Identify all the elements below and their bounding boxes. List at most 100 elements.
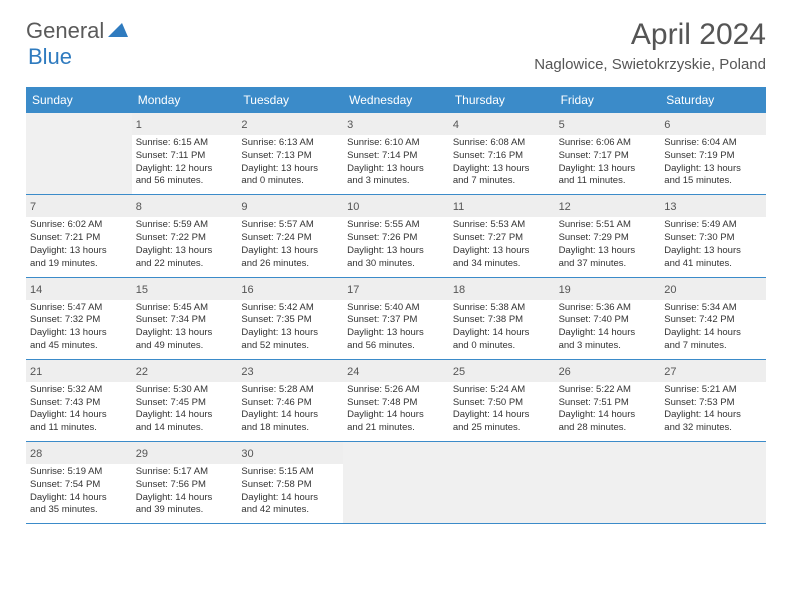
day-number: 12 [559,201,571,213]
day-number: 18 [453,284,465,296]
location-text: Naglowice, Swietokrzyskie, Poland [534,56,766,73]
cell-info-d2: and 7 minutes. [664,340,762,353]
calendar-cell: 19Sunrise: 5:36 AMSunset: 7:40 PMDayligh… [555,278,661,359]
logo-line2: Blue [28,44,72,70]
cell-info-sr: Sunrise: 5:15 AM [241,466,339,479]
cell-info-d1: Daylight: 13 hours [559,245,657,258]
calendar-cell: 4Sunrise: 6:08 AMSunset: 7:16 PMDaylight… [449,113,555,194]
calendar-cell: 10Sunrise: 5:55 AMSunset: 7:26 PMDayligh… [343,195,449,276]
day-header-sun: Sunday [26,87,132,113]
day-number: 23 [241,366,253,378]
daynum-row: 3 [343,113,449,135]
calendar-cell: 24Sunrise: 5:26 AMSunset: 7:48 PMDayligh… [343,360,449,441]
day-number: 5 [559,119,565,131]
day-number: 30 [241,448,253,460]
calendar-cell: 6Sunrise: 6:04 AMSunset: 7:19 PMDaylight… [660,113,766,194]
day-number: 28 [30,448,42,460]
day-number: 9 [241,201,247,213]
cell-info-sr: Sunrise: 6:13 AM [241,137,339,150]
daynum-row: 7 [26,195,132,217]
cell-info-sr: Sunrise: 6:06 AM [559,137,657,150]
cell-info-sr: Sunrise: 5:40 AM [347,302,445,315]
day-number: 21 [30,366,42,378]
day-number: 26 [559,366,571,378]
day-header-tue: Tuesday [237,87,343,113]
cell-info-sr: Sunrise: 5:17 AM [136,466,234,479]
cell-info-ss: Sunset: 7:27 PM [453,232,551,245]
header: General April 2024 Naglowice, Swietokrzy… [0,0,792,77]
cell-info-d1: Daylight: 13 hours [453,245,551,258]
cell-info-ss: Sunset: 7:56 PM [136,479,234,492]
cell-info-d1: Daylight: 13 hours [559,163,657,176]
daynum-row: 12 [555,195,661,217]
cell-info-sr: Sunrise: 5:55 AM [347,219,445,232]
cell-info-sr: Sunrise: 5:57 AM [241,219,339,232]
day-header-wed: Wednesday [343,87,449,113]
cell-info-ss: Sunset: 7:17 PM [559,150,657,163]
daynum-row: 11 [449,195,555,217]
cell-info-d1: Daylight: 13 hours [664,163,762,176]
cell-info-ss: Sunset: 7:54 PM [30,479,128,492]
calendar-cell: 26Sunrise: 5:22 AMSunset: 7:51 PMDayligh… [555,360,661,441]
daynum-row: 9 [237,195,343,217]
calendar-cell: 14Sunrise: 5:47 AMSunset: 7:32 PMDayligh… [26,278,132,359]
cell-info-ss: Sunset: 7:24 PM [241,232,339,245]
daynum-row: 18 [449,278,555,300]
cell-info-ss: Sunset: 7:51 PM [559,397,657,410]
daynum-row: 13 [660,195,766,217]
cell-info-d2: and 19 minutes. [30,258,128,271]
cell-info-d2: and 15 minutes. [664,175,762,188]
cell-info-d1: Daylight: 14 hours [664,327,762,340]
cell-info-d2: and 26 minutes. [241,258,339,271]
calendar-cell: 17Sunrise: 5:40 AMSunset: 7:37 PMDayligh… [343,278,449,359]
cell-info-d2: and 49 minutes. [136,340,234,353]
logo-text-blue: Blue [28,44,72,69]
cell-info-sr: Sunrise: 5:42 AM [241,302,339,315]
cell-info-d2: and 42 minutes. [241,504,339,517]
cell-info-d1: Daylight: 14 hours [347,409,445,422]
cell-info-ss: Sunset: 7:19 PM [664,150,762,163]
cell-info-ss: Sunset: 7:30 PM [664,232,762,245]
day-number: 24 [347,366,359,378]
daynum-row: 4 [449,113,555,135]
calendar-cell: 11Sunrise: 5:53 AMSunset: 7:27 PMDayligh… [449,195,555,276]
cell-info-ss: Sunset: 7:35 PM [241,314,339,327]
cell-info-ss: Sunset: 7:46 PM [241,397,339,410]
cell-info-ss: Sunset: 7:13 PM [241,150,339,163]
cell-info-d1: Daylight: 13 hours [241,327,339,340]
day-header-mon: Monday [132,87,238,113]
cell-info-d2: and 32 minutes. [664,422,762,435]
daynum-row: 29 [132,442,238,464]
calendar-cell: 27Sunrise: 5:21 AMSunset: 7:53 PMDayligh… [660,360,766,441]
cell-info-d1: Daylight: 14 hours [241,492,339,505]
daynum-row: 17 [343,278,449,300]
cell-info-ss: Sunset: 7:14 PM [347,150,445,163]
day-number: 8 [136,201,142,213]
cell-info-sr: Sunrise: 6:04 AM [664,137,762,150]
cell-info-ss: Sunset: 7:42 PM [664,314,762,327]
calendar-cell: 12Sunrise: 5:51 AMSunset: 7:29 PMDayligh… [555,195,661,276]
cell-info-d1: Daylight: 13 hours [664,245,762,258]
daynum-row: 5 [555,113,661,135]
daynum-row: 22 [132,360,238,382]
day-number: 14 [30,284,42,296]
calendar-cell: 15Sunrise: 5:45 AMSunset: 7:34 PMDayligh… [132,278,238,359]
cell-info-d2: and 34 minutes. [453,258,551,271]
cell-info-d2: and 22 minutes. [136,258,234,271]
daynum-row: 8 [132,195,238,217]
calendar-cell: 28Sunrise: 5:19 AMSunset: 7:54 PMDayligh… [26,442,132,523]
week-row: 21Sunrise: 5:32 AMSunset: 7:43 PMDayligh… [26,360,766,442]
cell-info-ss: Sunset: 7:53 PM [664,397,762,410]
cell-info-sr: Sunrise: 5:34 AM [664,302,762,315]
calendar-cell: 21Sunrise: 5:32 AMSunset: 7:43 PMDayligh… [26,360,132,441]
cell-info-sr: Sunrise: 5:51 AM [559,219,657,232]
daynum-row: 24 [343,360,449,382]
cell-info-sr: Sunrise: 5:30 AM [136,384,234,397]
day-number: 15 [136,284,148,296]
week-row: 1Sunrise: 6:15 AMSunset: 7:11 PMDaylight… [26,113,766,195]
calendar-cell [660,442,766,523]
calendar-cell [449,442,555,523]
cell-info-d2: and 30 minutes. [347,258,445,271]
month-title: April 2024 [534,18,766,52]
day-number: 7 [30,201,36,213]
